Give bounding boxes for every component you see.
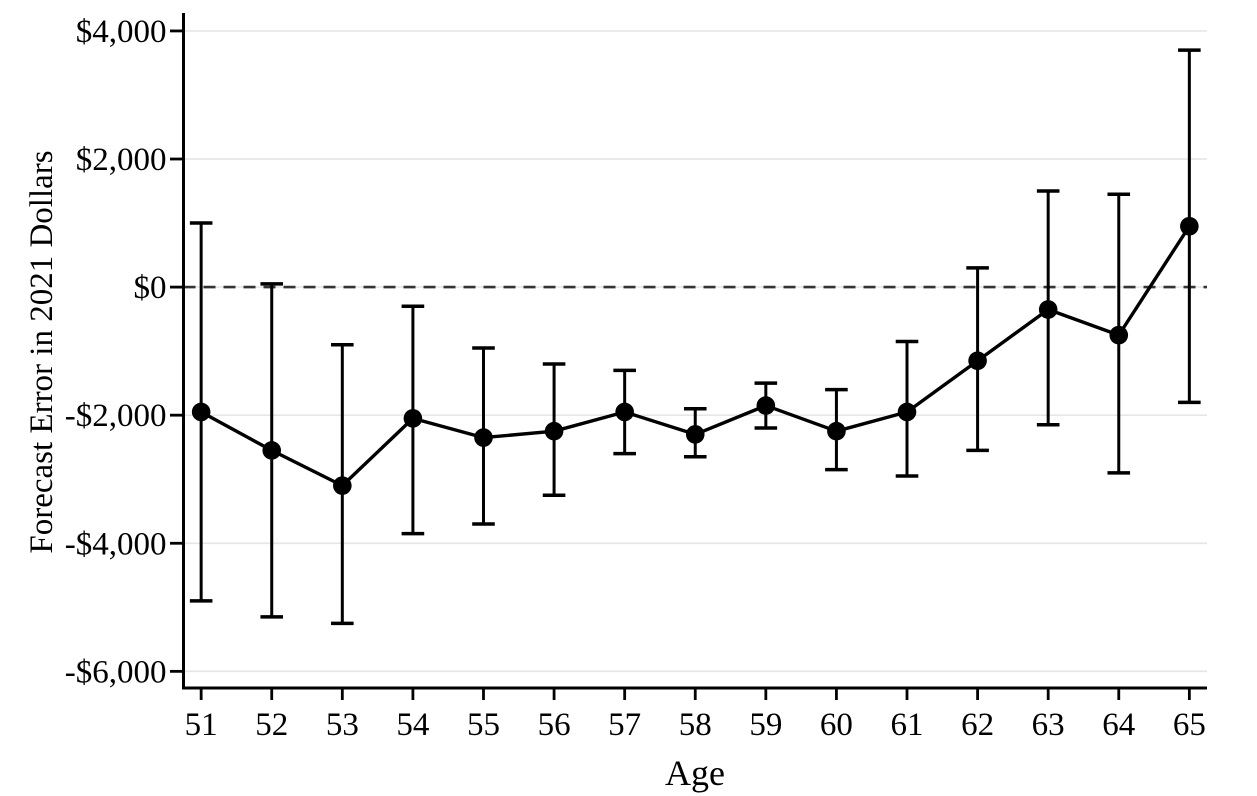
error-bars: [189, 48, 1201, 626]
data-point-age-64: [1109, 325, 1129, 345]
y-tick-label: $4,000: [76, 14, 167, 50]
data-point-age-58: [685, 425, 705, 444]
x-tick-label: 65: [1173, 707, 1206, 743]
data-point-age-59: [756, 396, 776, 415]
data-point-age-51: [191, 402, 211, 422]
y-axis-title: Forecast Error in 2021 Dollars: [24, 150, 60, 553]
y-tick-label: -$6,000: [65, 654, 167, 690]
data-point-age-54: [403, 409, 423, 428]
gridlines: [183, 30, 1207, 673]
x-tick-label: 52: [255, 707, 288, 743]
x-axis-tick-labels: 51 52 53 54 55 56 57 58 59 60 61 62 63 64 65: [185, 688, 1206, 743]
data-point-age-60: [827, 421, 846, 441]
x-tick-label: 55: [467, 707, 500, 743]
x-tick-label: 57: [608, 707, 641, 743]
x-tick-label: 51: [185, 707, 218, 743]
y-tick-label: -$2,000: [65, 398, 167, 434]
data-point-age-55: [474, 428, 493, 447]
x-tick-label: 61: [891, 707, 924, 743]
y-tick-label: -$4,000: [65, 526, 167, 562]
x-tick-label: 53: [326, 707, 359, 743]
data-point-age-63: [1038, 300, 1058, 319]
x-tick-label: 63: [1032, 707, 1065, 743]
data-point-age-61: [897, 402, 917, 422]
data-point-age-62: [968, 351, 987, 371]
data-point-age-56: [544, 421, 564, 441]
data-point-age-53: [333, 476, 352, 495]
x-tick-label: 60: [820, 707, 853, 743]
y-axis-tick-labels: $4,000 $2,000 $0 -$2,000 -$4,000 -$6,000: [65, 14, 184, 690]
data-points: [191, 216, 1199, 495]
x-tick-label: 64: [1102, 707, 1135, 743]
data-point-age-52: [262, 441, 282, 460]
y-tick-label: $2,000: [76, 142, 167, 178]
data-point-age-65: [1180, 216, 1199, 236]
axes: [182, 13, 1207, 690]
x-tick-label: 56: [538, 707, 571, 743]
x-axis-title: Age: [665, 753, 725, 793]
x-tick-label: 58: [679, 707, 712, 743]
x-tick-label: 62: [961, 707, 994, 743]
x-tick-label: 54: [396, 707, 429, 743]
data-point-age-57: [615, 402, 634, 422]
x-tick-label: 59: [749, 707, 782, 743]
y-tick-label: $0: [134, 270, 167, 306]
